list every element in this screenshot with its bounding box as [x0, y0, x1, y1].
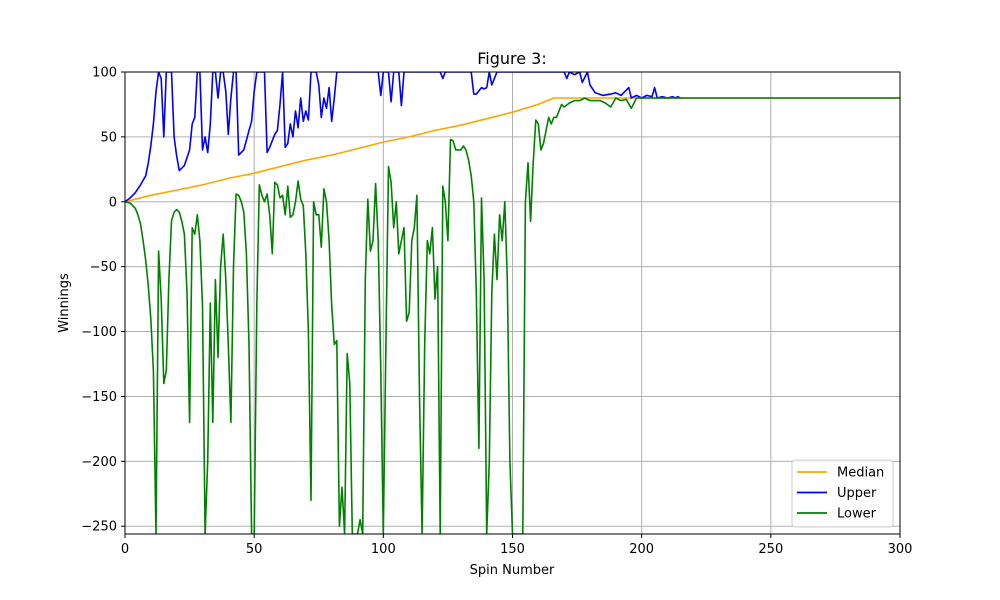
y-tick-label: −150 [81, 390, 117, 405]
series-line-median [125, 97, 900, 203]
y-axis-label: Winnings [57, 273, 72, 333]
y-tick-label: −200 [81, 455, 117, 470]
y-tick-label: −100 [81, 325, 117, 340]
y-tick-label: 0 [109, 195, 117, 210]
x-tick-label: 300 [888, 542, 913, 557]
series-line-upper [125, 72, 681, 203]
y-tick-label: 50 [100, 130, 117, 145]
x-axis-label: Spin Number [470, 563, 555, 578]
legend-label-lower: Lower [837, 507, 877, 522]
x-tick-label: 0 [121, 542, 129, 557]
series-layer [125, 72, 900, 534]
legend-box [791, 459, 894, 528]
series-line-lower [125, 97, 900, 534]
x-tick-label: 200 [629, 542, 654, 557]
y-tick-label: −50 [90, 260, 117, 275]
chart-title: Figure 3: [477, 49, 547, 68]
x-tick-label: 50 [246, 542, 263, 557]
x-tick-label: 150 [500, 542, 525, 557]
legend: Median Upper Lower [791, 459, 894, 528]
y-tick-label: 100 [92, 66, 117, 81]
legend-label-upper: Upper [837, 486, 877, 501]
x-tick-label: 250 [758, 542, 783, 557]
y-tick-label: −250 [81, 520, 117, 535]
axis-ticks: 0 50 100 150 200 250 300 −250 −200 −150 −100 −50 0 50… [81, 66, 912, 558]
x-tick-label: 100 [371, 542, 396, 557]
legend-label-median: Median [837, 466, 884, 481]
